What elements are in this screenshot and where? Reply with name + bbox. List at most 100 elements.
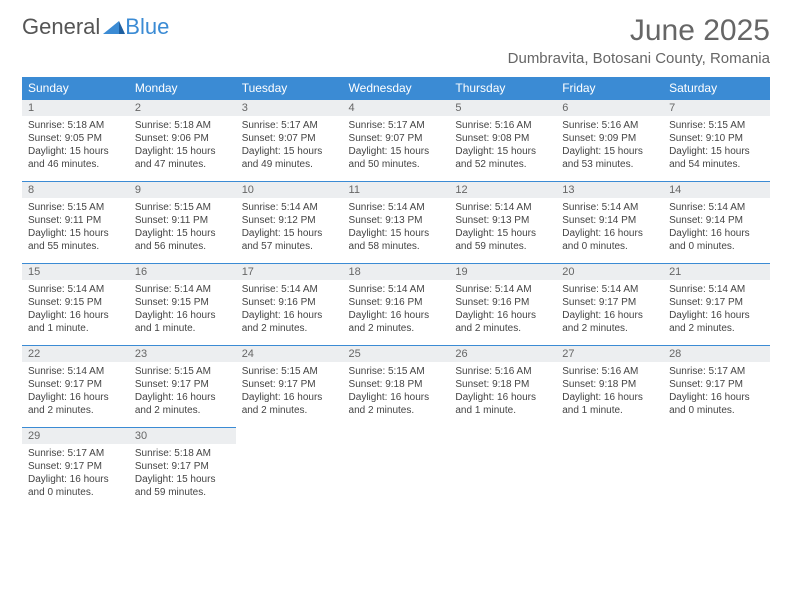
sunrise-text: Sunrise: 5:16 AM <box>455 365 550 378</box>
daylight-text-1: Daylight: 16 hours <box>669 309 764 322</box>
sunset-text: Sunset: 9:16 PM <box>455 296 550 309</box>
sunrise-text: Sunrise: 5:15 AM <box>242 365 337 378</box>
day-number: 23 <box>129 345 236 362</box>
sunrise-text: Sunrise: 5:15 AM <box>349 365 444 378</box>
daylight-text-1: Daylight: 15 hours <box>135 473 230 486</box>
day-body: Sunrise: 5:17 AMSunset: 9:17 PMDaylight:… <box>663 362 770 427</box>
calendar-cell: 9Sunrise: 5:15 AMSunset: 9:11 PMDaylight… <box>129 181 236 263</box>
sunrise-text: Sunrise: 5:14 AM <box>135 283 230 296</box>
day-number: 14 <box>663 181 770 198</box>
weekday-header: Monday <box>129 77 236 99</box>
calendar-cell: 26Sunrise: 5:16 AMSunset: 9:18 PMDayligh… <box>449 345 556 427</box>
day-body: Sunrise: 5:15 AMSunset: 9:10 PMDaylight:… <box>663 116 770 181</box>
day-number: 26 <box>449 345 556 362</box>
sunrise-text: Sunrise: 5:14 AM <box>242 283 337 296</box>
sunset-text: Sunset: 9:06 PM <box>135 132 230 145</box>
daylight-text-1: Daylight: 16 hours <box>242 391 337 404</box>
daylight-text-1: Daylight: 16 hours <box>28 391 123 404</box>
calendar-cell: 24Sunrise: 5:15 AMSunset: 9:17 PMDayligh… <box>236 345 343 427</box>
sunset-text: Sunset: 9:08 PM <box>455 132 550 145</box>
day-body: Sunrise: 5:14 AMSunset: 9:13 PMDaylight:… <box>343 198 450 263</box>
sunset-text: Sunset: 9:14 PM <box>669 214 764 227</box>
day-body: Sunrise: 5:18 AMSunset: 9:05 PMDaylight:… <box>22 116 129 181</box>
sunset-text: Sunset: 9:11 PM <box>28 214 123 227</box>
daylight-text-2: and 2 minutes. <box>349 322 444 335</box>
calendar-cell: 8Sunrise: 5:15 AMSunset: 9:11 PMDaylight… <box>22 181 129 263</box>
calendar-cell: 21Sunrise: 5:14 AMSunset: 9:17 PMDayligh… <box>663 263 770 345</box>
daylight-text-1: Daylight: 15 hours <box>135 145 230 158</box>
daylight-text-2: and 0 minutes. <box>669 404 764 417</box>
day-body: Sunrise: 5:15 AMSunset: 9:11 PMDaylight:… <box>22 198 129 263</box>
daylight-text-2: and 47 minutes. <box>135 158 230 171</box>
calendar-cell: 4Sunrise: 5:17 AMSunset: 9:07 PMDaylight… <box>343 99 450 181</box>
daylight-text-2: and 1 minute. <box>562 404 657 417</box>
calendar-cell: 14Sunrise: 5:14 AMSunset: 9:14 PMDayligh… <box>663 181 770 263</box>
day-number: 6 <box>556 99 663 116</box>
daylight-text-1: Daylight: 15 hours <box>242 227 337 240</box>
weekday-header: Friday <box>556 77 663 99</box>
day-body: Sunrise: 5:14 AMSunset: 9:15 PMDaylight:… <box>22 280 129 345</box>
calendar-row: 8Sunrise: 5:15 AMSunset: 9:11 PMDaylight… <box>22 181 770 263</box>
sunset-text: Sunset: 9:12 PM <box>242 214 337 227</box>
sunset-text: Sunset: 9:05 PM <box>28 132 123 145</box>
day-body: Sunrise: 5:17 AMSunset: 9:07 PMDaylight:… <box>343 116 450 181</box>
calendar-cell: 6Sunrise: 5:16 AMSunset: 9:09 PMDaylight… <box>556 99 663 181</box>
sunset-text: Sunset: 9:16 PM <box>242 296 337 309</box>
sunset-text: Sunset: 9:09 PM <box>562 132 657 145</box>
day-body: Sunrise: 5:14 AMSunset: 9:17 PMDaylight:… <box>663 280 770 345</box>
daylight-text-2: and 1 minute. <box>28 322 123 335</box>
daylight-text-2: and 2 minutes. <box>349 404 444 417</box>
calendar-row: 22Sunrise: 5:14 AMSunset: 9:17 PMDayligh… <box>22 345 770 427</box>
weekday-header-row: Sunday Monday Tuesday Wednesday Thursday… <box>22 77 770 99</box>
sunrise-text: Sunrise: 5:16 AM <box>455 119 550 132</box>
sunset-text: Sunset: 9:17 PM <box>28 460 123 473</box>
calendar-cell: 15Sunrise: 5:14 AMSunset: 9:15 PMDayligh… <box>22 263 129 345</box>
daylight-text-2: and 46 minutes. <box>28 158 123 171</box>
daylight-text-1: Daylight: 16 hours <box>28 473 123 486</box>
day-body: Sunrise: 5:15 AMSunset: 9:17 PMDaylight:… <box>236 362 343 427</box>
day-number: 11 <box>343 181 450 198</box>
day-number: 22 <box>22 345 129 362</box>
daylight-text-2: and 58 minutes. <box>349 240 444 253</box>
calendar-cell: 10Sunrise: 5:14 AMSunset: 9:12 PMDayligh… <box>236 181 343 263</box>
daylight-text-1: Daylight: 16 hours <box>28 309 123 322</box>
day-number: 19 <box>449 263 556 280</box>
weekday-header: Thursday <box>449 77 556 99</box>
calendar-cell-empty <box>556 427 663 509</box>
daylight-text-2: and 57 minutes. <box>242 240 337 253</box>
sunrise-text: Sunrise: 5:15 AM <box>135 365 230 378</box>
day-number: 21 <box>663 263 770 280</box>
weekday-header: Wednesday <box>343 77 450 99</box>
day-body: Sunrise: 5:16 AMSunset: 9:08 PMDaylight:… <box>449 116 556 181</box>
daylight-text-2: and 52 minutes. <box>455 158 550 171</box>
day-body: Sunrise: 5:14 AMSunset: 9:14 PMDaylight:… <box>556 198 663 263</box>
day-number: 8 <box>22 181 129 198</box>
sunrise-text: Sunrise: 5:14 AM <box>28 283 123 296</box>
day-number: 15 <box>22 263 129 280</box>
calendar-cell: 18Sunrise: 5:14 AMSunset: 9:16 PMDayligh… <box>343 263 450 345</box>
day-number: 18 <box>343 263 450 280</box>
daylight-text-1: Daylight: 16 hours <box>455 309 550 322</box>
calendar-cell: 13Sunrise: 5:14 AMSunset: 9:14 PMDayligh… <box>556 181 663 263</box>
calendar-row: 15Sunrise: 5:14 AMSunset: 9:15 PMDayligh… <box>22 263 770 345</box>
sunset-text: Sunset: 9:16 PM <box>349 296 444 309</box>
calendar-cell-empty <box>663 427 770 509</box>
sunrise-text: Sunrise: 5:14 AM <box>455 201 550 214</box>
daylight-text-1: Daylight: 16 hours <box>135 309 230 322</box>
calendar-cell: 23Sunrise: 5:15 AMSunset: 9:17 PMDayligh… <box>129 345 236 427</box>
day-number: 3 <box>236 99 343 116</box>
sunset-text: Sunset: 9:07 PM <box>349 132 444 145</box>
daylight-text-1: Daylight: 15 hours <box>349 227 444 240</box>
day-body: Sunrise: 5:14 AMSunset: 9:16 PMDaylight:… <box>236 280 343 345</box>
daylight-text-2: and 0 minutes. <box>28 486 123 499</box>
daylight-text-2: and 49 minutes. <box>242 158 337 171</box>
day-body: Sunrise: 5:16 AMSunset: 9:09 PMDaylight:… <box>556 116 663 181</box>
daylight-text-1: Daylight: 16 hours <box>349 309 444 322</box>
sunrise-text: Sunrise: 5:17 AM <box>242 119 337 132</box>
day-number: 13 <box>556 181 663 198</box>
daylight-text-1: Daylight: 15 hours <box>455 145 550 158</box>
daylight-text-2: and 59 minutes. <box>455 240 550 253</box>
daylight-text-1: Daylight: 16 hours <box>562 391 657 404</box>
day-body: Sunrise: 5:18 AMSunset: 9:06 PMDaylight:… <box>129 116 236 181</box>
day-number: 30 <box>129 427 236 444</box>
